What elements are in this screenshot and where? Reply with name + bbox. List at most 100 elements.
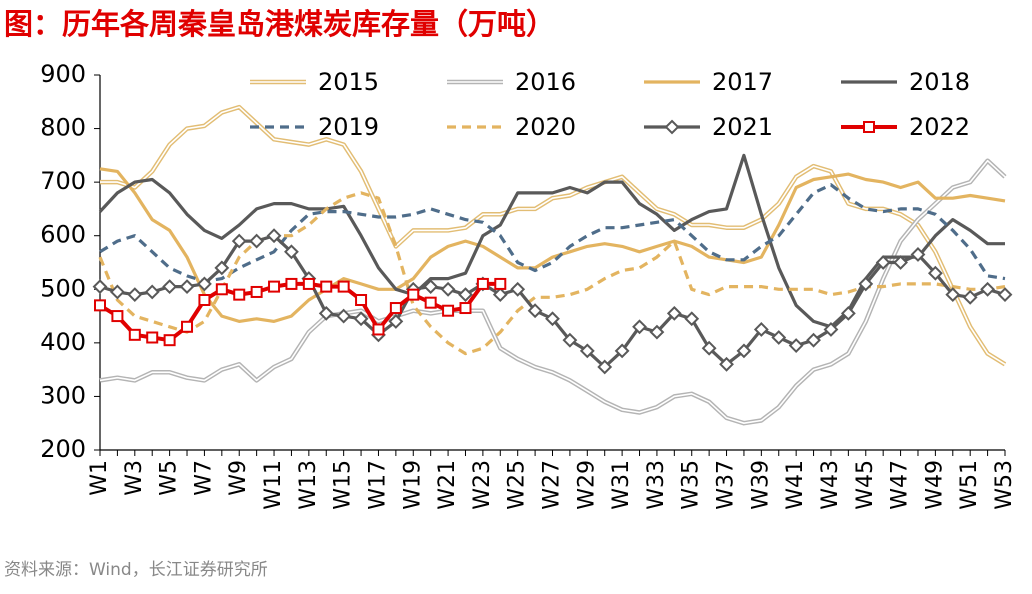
legend-label: 2019 (318, 113, 379, 141)
x-tick-label: W47 (888, 460, 913, 510)
point-marker (109, 284, 125, 300)
x-tick-label: W27 (540, 460, 565, 510)
x-tick-label: W31 (609, 460, 634, 510)
y-tick-label: 300 (40, 381, 86, 409)
x-tick-label: W13 (296, 460, 321, 510)
x-tick-label: W41 (783, 460, 808, 510)
point-marker (527, 303, 543, 319)
point-marker (927, 265, 943, 281)
point-marker (389, 302, 402, 315)
point-marker (407, 288, 420, 301)
point-marker (146, 331, 159, 344)
point-marker (214, 260, 230, 276)
point-marker (945, 287, 961, 303)
point-marker (597, 359, 613, 375)
series-line (98, 191, 1006, 356)
x-tick-label: W43 (818, 460, 843, 510)
point-marker (840, 305, 856, 321)
y-tick-label: 900 (40, 60, 86, 88)
point-marker (858, 276, 874, 292)
legend-label: 2021 (712, 113, 773, 141)
point-marker (893, 255, 908, 270)
x-tick-label: W15 (331, 460, 356, 510)
point-marker (424, 296, 437, 309)
series-line (98, 153, 1005, 329)
point-marker (162, 279, 178, 295)
x-tick-label: W37 (714, 460, 739, 510)
point-marker (353, 311, 369, 327)
point-marker (144, 284, 160, 300)
point-marker (632, 319, 647, 335)
point-marker (476, 277, 489, 290)
point-marker (980, 281, 996, 297)
legend-label: 2017 (712, 68, 773, 96)
legend-label: 2020 (515, 113, 576, 141)
x-tick-label: W35 (679, 460, 704, 510)
point-marker (285, 277, 298, 290)
point-marker (771, 330, 787, 345)
point-marker (701, 340, 717, 356)
x-tick-label: W29 (574, 460, 599, 510)
x-tick-label: W53 (992, 460, 1017, 510)
y-tick-label: 800 (40, 114, 86, 142)
point-marker (545, 311, 560, 327)
point-marker (355, 294, 368, 306)
point-marker (719, 356, 734, 372)
y-tick-label: 600 (40, 221, 86, 249)
point-marker (492, 287, 508, 303)
legend-label: 2015 (318, 68, 379, 96)
point-marker (94, 299, 106, 312)
point-marker (562, 332, 578, 348)
point-marker (753, 322, 769, 337)
point-marker (197, 276, 212, 292)
point-marker (337, 280, 350, 293)
point-marker (372, 323, 385, 336)
point-marker (579, 343, 595, 359)
point-marker (910, 247, 926, 262)
point-marker (302, 277, 315, 290)
legend-label: 2016 (515, 68, 576, 96)
point-marker (179, 279, 195, 295)
point-marker (494, 277, 507, 290)
point-marker (215, 283, 228, 296)
x-tick-label: W1 (87, 460, 112, 496)
x-tick-label: W7 (191, 460, 216, 496)
source-note: 资料来源：Wind，长江证券研究所 (4, 560, 268, 580)
x-tick-label: W21 (435, 460, 460, 510)
point-marker (163, 334, 176, 347)
point-marker (442, 304, 455, 317)
x-tick-label: W33 (644, 460, 669, 510)
point-marker (250, 285, 263, 298)
point-marker (320, 280, 333, 293)
point-marker (128, 328, 141, 341)
point-marker (268, 280, 281, 293)
point-marker (666, 305, 682, 321)
point-marker (388, 314, 404, 329)
series-line (99, 167, 1006, 323)
point-marker (198, 294, 211, 306)
y-tick-label: 500 (40, 274, 86, 302)
legend-marker (863, 121, 875, 133)
x-tick-label: W17 (365, 460, 390, 510)
point-marker (423, 279, 439, 295)
x-tick-label: W23 (470, 460, 495, 510)
series-line (99, 234, 1006, 369)
x-tick-label: W39 (748, 460, 773, 510)
point-marker (806, 332, 821, 348)
point-marker (233, 288, 246, 301)
point-marker (440, 281, 456, 297)
point-marker (111, 310, 124, 323)
point-marker (649, 324, 665, 340)
x-tick-label: W51 (957, 460, 982, 510)
y-tick-label: 200 (40, 435, 86, 463)
point-marker (459, 302, 472, 315)
series-line-inner (100, 106, 1006, 365)
point-marker (336, 308, 352, 324)
legend-label: 2018 (909, 68, 970, 96)
point-marker (962, 289, 978, 305)
point-marker (181, 320, 194, 333)
point-marker (823, 322, 839, 337)
point-marker (266, 228, 282, 244)
legend-marker (664, 119, 680, 135)
